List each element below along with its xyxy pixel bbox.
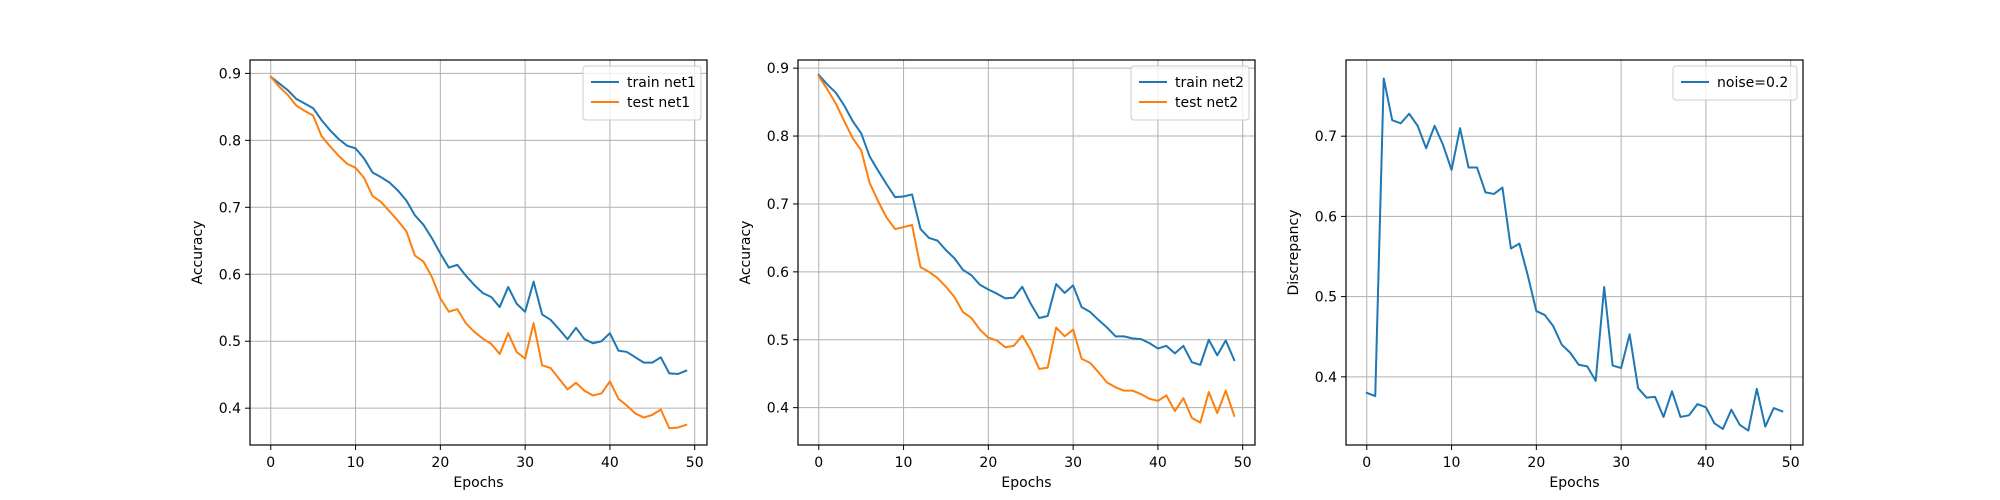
series-line-train-net2 [817, 73, 1236, 366]
y-tick-label: 0.8 [219, 133, 241, 149]
y-tick-label: 0.9 [219, 66, 241, 82]
y-tick-label: 0.5 [767, 333, 789, 349]
y-tick-label: 0.5 [1315, 290, 1337, 306]
x-tick-label: 40 [1149, 455, 1167, 471]
chart-panel-1: 0 10 20 30 40 50 0.4 0.5 0.6 0.7 0.8 0.9 Epochs Accur… [190, 59, 708, 491]
x-tick-label: 30 [516, 455, 534, 471]
y-tick-label: 0.5 [219, 334, 241, 350]
legend-label: test net2 [1175, 95, 1238, 111]
series-line-test-net2 [817, 74, 1236, 424]
x-tick-label: 50 [1234, 455, 1252, 471]
chart-panel-2: 0 10 20 30 40 50 0.4 0.5 0.6 0.7 0.8 0.9 Epochs Accur… [738, 59, 1256, 491]
x-tick-label: 40 [601, 455, 619, 471]
x-tick-label: 0 [1362, 455, 1371, 471]
x-tick-label: 20 [431, 455, 449, 471]
x-tick-label: 30 [1612, 455, 1630, 471]
x-tick-label: 10 [1443, 455, 1461, 471]
x-tick-label: 50 [686, 455, 704, 471]
series-line-train-net1 [269, 75, 688, 376]
y-tick-label: 0.4 [219, 401, 241, 417]
x-axis-label: Epochs [1001, 475, 1051, 491]
x-tick-label: 30 [1064, 455, 1082, 471]
y-tick-label: 0.6 [767, 265, 789, 281]
x-tick-label: 50 [1782, 455, 1800, 471]
legend-label: train net2 [1175, 75, 1244, 91]
x-tick-label: 0 [266, 455, 275, 471]
y-tick-label: 0.4 [767, 401, 789, 417]
x-tick-label: 20 [1527, 455, 1545, 471]
x-tick-label: 40 [1697, 455, 1715, 471]
legend-box [1672, 65, 1798, 101]
legend: train net1 test net1 [582, 65, 702, 121]
x-tick-label: 10 [347, 455, 365, 471]
legend: noise=0.2 [1672, 65, 1798, 101]
y-tick-label: 0.8 [767, 129, 789, 145]
y-tick-label: 0.7 [1315, 129, 1337, 145]
y-tick-label: 0.6 [219, 267, 241, 283]
legend-box [582, 65, 702, 121]
legend-label: test net1 [627, 95, 690, 111]
y-axis-label: Accuracy [738, 221, 754, 285]
x-tick-label: 10 [895, 455, 913, 471]
y-tick-label: 0.9 [767, 61, 789, 77]
series-line-test-net1 [269, 75, 688, 430]
x-axis-label: Epochs [1549, 475, 1599, 491]
x-axis-label: Epochs [453, 475, 503, 491]
axes-frame [1345, 59, 1804, 446]
legend-label: noise=0.2 [1717, 75, 1788, 91]
y-tick-label: 0.6 [1315, 209, 1337, 225]
legend-box [1130, 65, 1250, 121]
legend-label: train net1 [627, 75, 696, 91]
y-tick-label: 0.4 [1315, 370, 1337, 386]
series-line-noise-0-2 [1365, 77, 1784, 432]
x-tick-label: 0 [814, 455, 823, 471]
axes-frame [249, 59, 708, 446]
y-axis-label: Discrepancy [1286, 209, 1302, 295]
x-tick-label: 20 [979, 455, 997, 471]
legend: train net2 test net2 [1130, 65, 1250, 121]
y-tick-label: 0.7 [767, 197, 789, 213]
chart-panel-3: 0 10 20 30 40 50 0.4 0.5 0.6 0.7 Epochs Discrepancy… [1286, 59, 1804, 491]
y-tick-label: 0.7 [219, 200, 241, 216]
axes-frame [797, 59, 1256, 446]
y-axis-label: Accuracy [190, 221, 206, 285]
